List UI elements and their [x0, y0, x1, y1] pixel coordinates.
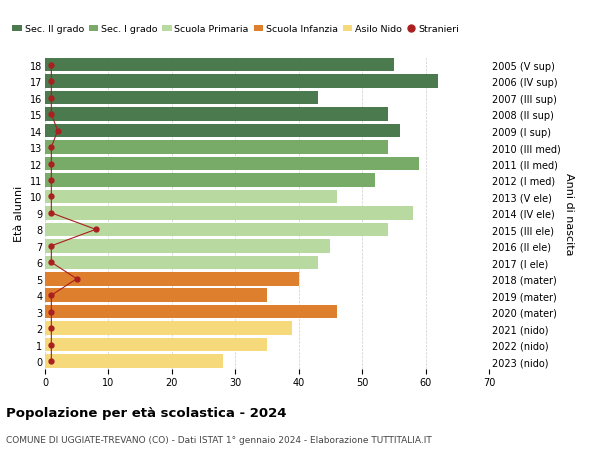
- Bar: [45, 174, 375, 187]
- Legend: Sec. II grado, Sec. I grado, Scuola Primaria, Scuola Infanzia, Asilo Nido, Stran: Sec. II grado, Sec. I grado, Scuola Prim…: [8, 22, 463, 38]
- Bar: [45, 289, 267, 302]
- Y-axis label: Anni di nascita: Anni di nascita: [565, 172, 574, 255]
- Bar: [45, 240, 331, 253]
- Bar: [45, 157, 419, 171]
- Bar: [45, 256, 318, 269]
- Bar: [45, 207, 413, 220]
- Bar: [45, 223, 388, 236]
- Bar: [45, 59, 394, 73]
- Text: Popolazione per età scolastica - 2024: Popolazione per età scolastica - 2024: [6, 406, 287, 419]
- Bar: [45, 124, 400, 138]
- Bar: [45, 75, 438, 89]
- Bar: [45, 338, 267, 352]
- Bar: [45, 92, 318, 105]
- Bar: [45, 272, 299, 286]
- Bar: [45, 305, 337, 319]
- Bar: [45, 141, 388, 155]
- Bar: [45, 190, 337, 204]
- Bar: [45, 108, 388, 122]
- Bar: [45, 322, 292, 335]
- Text: COMUNE DI UGGIATE-TREVANO (CO) - Dati ISTAT 1° gennaio 2024 - Elaborazione TUTTI: COMUNE DI UGGIATE-TREVANO (CO) - Dati IS…: [6, 435, 432, 444]
- Y-axis label: Età alunni: Età alunni: [14, 185, 24, 241]
- Bar: [45, 354, 223, 368]
